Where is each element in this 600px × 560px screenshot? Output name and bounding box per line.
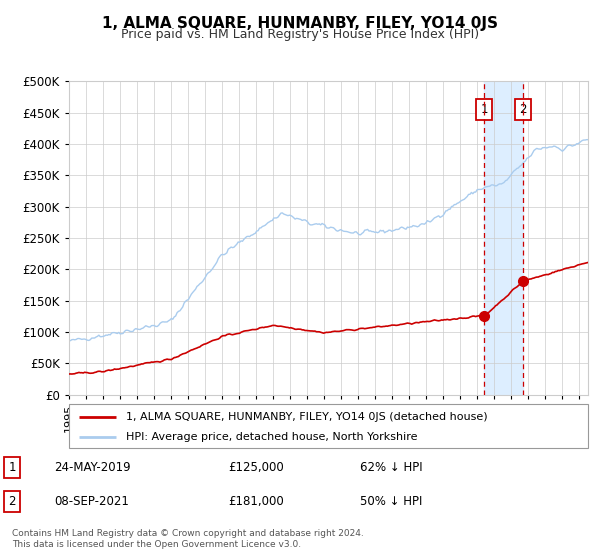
Text: 50% ↓ HPI: 50% ↓ HPI: [360, 494, 422, 508]
Text: 62% ↓ HPI: 62% ↓ HPI: [360, 461, 422, 474]
Text: Contains HM Land Registry data © Crown copyright and database right 2024.
This d: Contains HM Land Registry data © Crown c…: [12, 529, 364, 549]
Text: 2: 2: [519, 103, 527, 116]
Text: HPI: Average price, detached house, North Yorkshire: HPI: Average price, detached house, Nort…: [126, 432, 418, 442]
Text: 24-MAY-2019: 24-MAY-2019: [54, 461, 131, 474]
Text: 1: 1: [480, 103, 488, 116]
Text: Price paid vs. HM Land Registry's House Price Index (HPI): Price paid vs. HM Land Registry's House …: [121, 28, 479, 41]
Text: 1: 1: [8, 461, 16, 474]
Text: 1, ALMA SQUARE, HUNMANBY, FILEY, YO14 0JS (detached house): 1, ALMA SQUARE, HUNMANBY, FILEY, YO14 0J…: [126, 412, 488, 422]
Text: £181,000: £181,000: [228, 494, 284, 508]
FancyBboxPatch shape: [69, 404, 588, 448]
Text: 2: 2: [8, 494, 16, 508]
Text: 08-SEP-2021: 08-SEP-2021: [54, 494, 129, 508]
Text: 1, ALMA SQUARE, HUNMANBY, FILEY, YO14 0JS: 1, ALMA SQUARE, HUNMANBY, FILEY, YO14 0J…: [102, 16, 498, 31]
Text: £125,000: £125,000: [228, 461, 284, 474]
Bar: [484, 81, 523, 395]
